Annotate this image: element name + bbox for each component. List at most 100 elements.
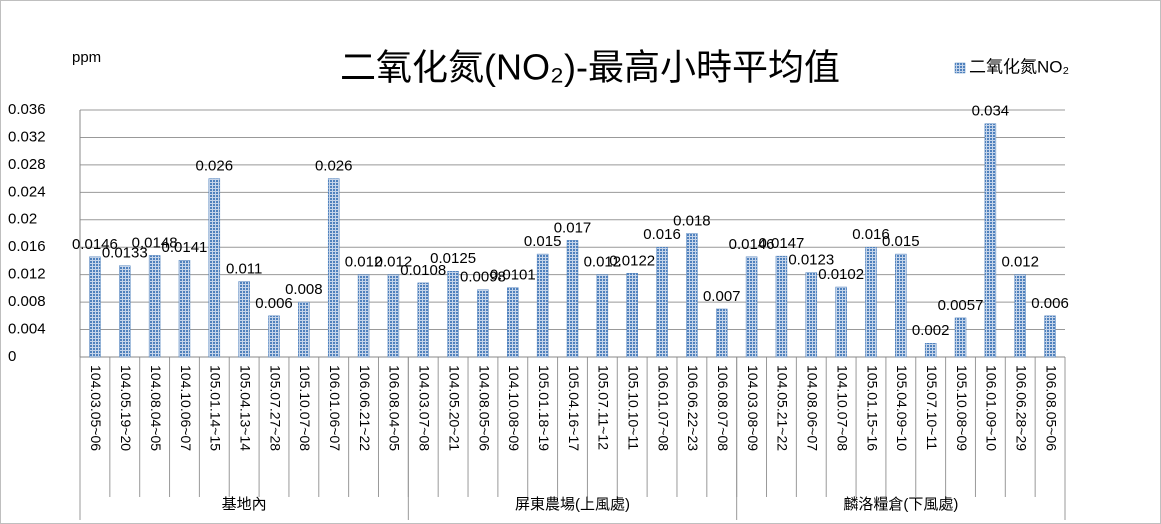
data-label: 0.016 xyxy=(852,226,890,243)
group-label: 屏東農場(上風處) xyxy=(515,496,630,513)
bar xyxy=(536,253,549,358)
y-tick-label: 0.024 xyxy=(8,183,46,200)
group-label: 基地內 xyxy=(222,496,267,513)
bar xyxy=(775,255,788,358)
bar xyxy=(895,253,907,358)
data-label: 0.0125 xyxy=(430,250,476,267)
y-tick-label: 0.036 xyxy=(8,101,46,118)
legend-label: 二氧化氮NO₂ xyxy=(969,57,1069,76)
x-tick-label: 104.03.05~06 xyxy=(88,365,104,451)
x-tick-label: 105.04.09~10 xyxy=(894,365,910,451)
bar xyxy=(178,260,191,358)
data-label: 0.0108 xyxy=(400,262,446,279)
data-label: 0.0102 xyxy=(818,266,864,283)
bar xyxy=(208,178,221,358)
data-label: 0.011 xyxy=(226,260,262,277)
bar xyxy=(1014,274,1026,358)
data-label: 0.015 xyxy=(524,233,562,250)
data-label: 0.0057 xyxy=(938,297,984,314)
x-tick-label: 104.05.19~20 xyxy=(118,365,134,451)
data-label: 0.0148 xyxy=(132,234,178,251)
data-label: 0.015 xyxy=(882,233,920,250)
data-label: 0.002 xyxy=(912,322,950,339)
bar xyxy=(745,256,758,358)
x-tick-label: 105.10.10~11 xyxy=(625,365,641,450)
x-tick-label: 106.06.28~29 xyxy=(1014,365,1030,451)
x-tick-label: 106.08.07~08 xyxy=(715,365,731,451)
data-label: 0.0123 xyxy=(788,252,834,269)
data-label: 0.006 xyxy=(1031,295,1069,312)
data-label: 0.018 xyxy=(673,212,711,229)
x-tick-label: 105.07.11~12 xyxy=(596,365,612,450)
bar xyxy=(984,123,997,358)
data-label: 0.012 xyxy=(345,254,383,271)
x-tick-label: 105.04.13~14 xyxy=(237,365,253,451)
data-label: 0.006 xyxy=(255,295,293,312)
x-tick-label: 104.03.07~08 xyxy=(417,365,433,451)
data-label: 0.012 xyxy=(1001,254,1039,271)
y-tick-label: 0 xyxy=(8,348,16,365)
bar xyxy=(566,240,579,358)
y-tick-label: 0.02 xyxy=(8,211,37,228)
bar xyxy=(119,265,131,358)
x-tick-label: 105.10.07~08 xyxy=(297,365,313,451)
bar xyxy=(417,282,430,358)
bar xyxy=(507,287,519,358)
data-label: 0.0098 xyxy=(460,269,506,286)
y-tick-label: 0.004 xyxy=(8,321,46,338)
x-tick-label: 106.08.05~06 xyxy=(1043,365,1059,451)
bar xyxy=(835,286,847,358)
x-tick-label: 104.08.04~05 xyxy=(148,365,164,451)
data-label: 0.0101 xyxy=(490,267,536,284)
data-label: 0.012 xyxy=(584,254,622,271)
data-label: 0.034 xyxy=(972,103,1010,120)
data-label: 0.016 xyxy=(643,226,681,243)
x-tick-label: 106.01.06~07 xyxy=(327,365,343,451)
bar xyxy=(298,301,310,358)
data-label: 0.0133 xyxy=(102,245,148,262)
bar xyxy=(954,317,967,358)
y-tick-label: 0.028 xyxy=(8,156,46,173)
data-label: 0.007 xyxy=(703,288,741,305)
x-tick-label: 104.10.08~09 xyxy=(506,365,522,451)
x-tick-label: 104.03.08~09 xyxy=(745,365,761,451)
x-tick-label: 105.10.08~09 xyxy=(954,365,970,451)
x-tick-label: 106.06.21~22 xyxy=(357,365,373,451)
data-label: 0.012 xyxy=(375,254,413,271)
y-tick-label: 0.008 xyxy=(8,293,46,310)
x-tick-label: 105.01.18~19 xyxy=(536,365,552,451)
bar xyxy=(715,308,728,358)
bar xyxy=(357,274,370,358)
bar xyxy=(626,273,638,358)
x-tick-label: 106.01.09~10 xyxy=(984,365,1000,451)
x-tick-label: 104.05.21~22 xyxy=(775,365,791,451)
x-tick-label: 104.10.06~07 xyxy=(178,365,194,451)
bar xyxy=(89,256,101,358)
y-tick-label: 0.032 xyxy=(8,128,46,145)
x-tick-label: 104.05.20~21 xyxy=(446,365,462,451)
x-tick-label: 105.07.27~28 xyxy=(267,365,283,451)
bar xyxy=(327,178,340,358)
group-label: 麟洛糧倉(下風處) xyxy=(843,496,958,513)
y-axis-label: ppm xyxy=(72,49,101,66)
bar xyxy=(686,233,698,358)
x-tick-label: 105.07.10~11 xyxy=(924,365,940,450)
data-label: 0.017 xyxy=(554,219,592,236)
bar xyxy=(805,272,818,358)
data-label: 0.026 xyxy=(196,158,234,175)
data-label: 0.0141 xyxy=(162,239,208,256)
bar xyxy=(1044,315,1056,358)
data-label: 0.0146 xyxy=(72,236,118,253)
data-label: 0.026 xyxy=(315,158,353,175)
data-label: 0.008 xyxy=(285,281,323,298)
y-tick-label: 0.012 xyxy=(8,266,46,283)
data-label: 0.0146 xyxy=(729,236,775,253)
bar xyxy=(656,246,668,358)
x-tick-label: 104.08.05~06 xyxy=(476,365,492,451)
x-tick-label: 106.01.07~08 xyxy=(655,365,671,451)
x-tick-label: 105.01.15~16 xyxy=(864,365,880,451)
bar xyxy=(447,270,459,358)
x-tick-label: 105.01.14~15 xyxy=(208,365,224,451)
